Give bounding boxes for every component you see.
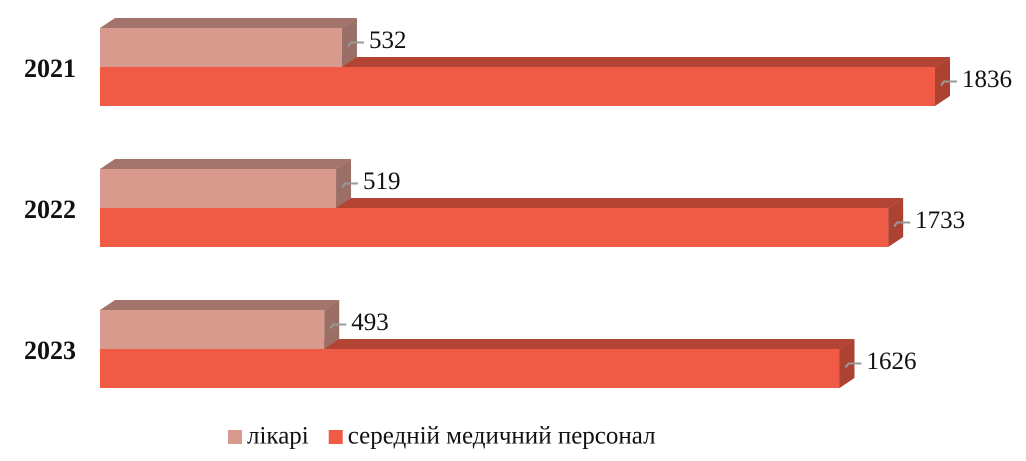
bar-top [100,300,340,310]
legend-label: лікарі [247,423,309,450]
bar [100,339,855,388]
category-label: 2022 [24,195,76,224]
legend-swatch [228,430,242,444]
leader-line [347,41,364,48]
leader-line [844,362,862,369]
value-label: 1626 [867,348,917,375]
bar-side [336,159,352,208]
bar-front [100,349,840,388]
value-label: 519 [363,168,401,195]
legend-swatch [328,430,343,444]
bar-side [324,300,340,349]
value-label: 532 [369,27,407,54]
bar-front [100,169,337,208]
bar-side [341,18,357,67]
leader-line [341,182,359,189]
bar-front [100,67,936,106]
value-label: 1733 [915,207,965,234]
value-label: 493 [351,309,389,336]
bar [100,159,352,208]
bar [100,300,340,349]
leader-line [893,221,911,228]
bar-top [100,18,357,28]
bar [100,18,357,67]
bar-front [100,208,889,247]
bar-side [935,57,951,106]
bar-front [100,28,342,67]
legend-label: середній медичний персонал [348,423,656,450]
category-label: 2023 [24,336,76,365]
leader-line [329,323,347,330]
bar-front [100,310,325,349]
leader-line [940,80,958,87]
category-label: 2021 [24,54,76,83]
value-label: 1836 [962,66,1012,93]
bar-top [100,159,352,169]
bar-side [888,198,904,247]
bar-side [839,339,855,388]
